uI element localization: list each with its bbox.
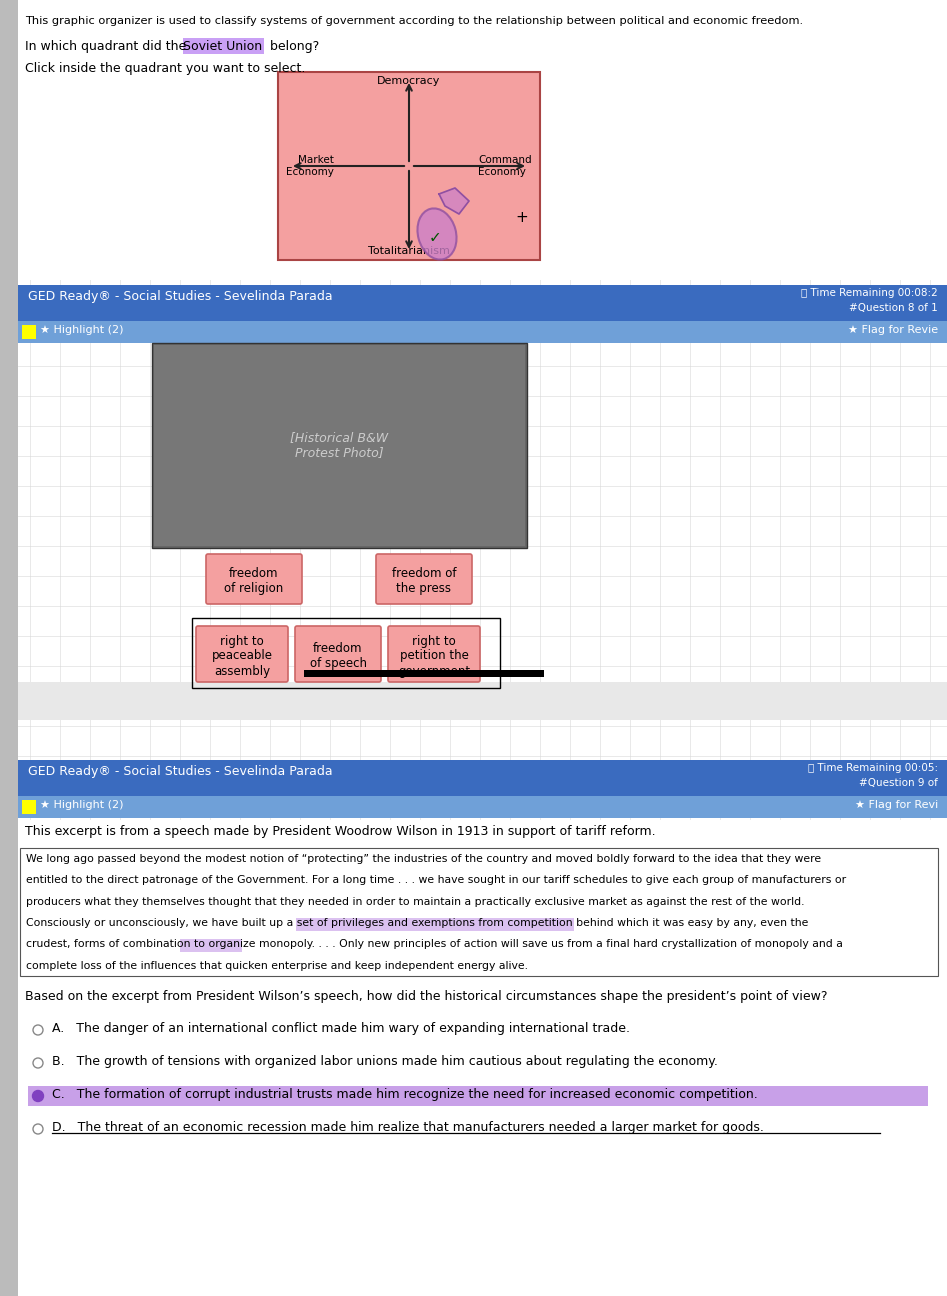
Bar bbox=[18, 0, 947, 280]
Text: D.   The threat of an economic recession made him realize that manufacturers nee: D. The threat of an economic recession m… bbox=[52, 1121, 764, 1134]
Text: Command
Economy: Command Economy bbox=[478, 156, 532, 176]
Text: GED Ready® - Social Studies - Sevelinda Parada: GED Ready® - Social Studies - Sevelinda … bbox=[28, 765, 332, 778]
Text: Market
Economy: Market Economy bbox=[286, 156, 334, 176]
Bar bbox=[0, 0, 18, 1296]
Text: [Historical B&W
Protest Photo]: [Historical B&W Protest Photo] bbox=[291, 432, 388, 460]
FancyBboxPatch shape bbox=[376, 553, 472, 604]
Text: Democracy: Democracy bbox=[377, 76, 440, 86]
Text: In which quadrant did the: In which quadrant did the bbox=[25, 40, 190, 53]
Bar bbox=[180, 940, 242, 953]
Circle shape bbox=[32, 1090, 44, 1102]
Bar bbox=[18, 796, 947, 818]
Text: freedom
of religion: freedom of religion bbox=[224, 568, 283, 595]
Bar bbox=[18, 682, 947, 721]
Bar bbox=[18, 321, 947, 343]
Text: C.   The formation of corrupt industrial trusts made him recognize the need for : C. The formation of corrupt industrial t… bbox=[52, 1089, 758, 1102]
FancyBboxPatch shape bbox=[196, 626, 288, 682]
Bar bbox=[278, 73, 540, 260]
FancyBboxPatch shape bbox=[206, 553, 302, 604]
Text: This excerpt is from a speech made by President Woodrow Wilson in 1913 in suppor: This excerpt is from a speech made by Pr… bbox=[25, 826, 655, 839]
Polygon shape bbox=[439, 188, 469, 214]
Text: belong?: belong? bbox=[266, 40, 319, 53]
Bar bbox=[304, 670, 544, 677]
Bar bbox=[152, 343, 527, 548]
Text: Based on the excerpt from President Wilson’s speech, how did the historical circ: Based on the excerpt from President Wils… bbox=[25, 990, 828, 1003]
Text: ★ Flag for Revi: ★ Flag for Revi bbox=[855, 800, 938, 810]
Ellipse shape bbox=[418, 209, 456, 259]
Text: We long ago passed beyond the modest notion of “protecting” the industries of th: We long ago passed beyond the modest not… bbox=[26, 854, 821, 864]
Text: ★ Highlight (2): ★ Highlight (2) bbox=[40, 800, 123, 810]
Text: ✓: ✓ bbox=[429, 231, 441, 245]
Bar bbox=[183, 38, 264, 54]
FancyBboxPatch shape bbox=[295, 626, 381, 682]
Text: #Question 9 of: #Question 9 of bbox=[859, 778, 938, 788]
Bar bbox=[22, 800, 36, 814]
Bar bbox=[192, 618, 500, 688]
Text: Soviet Union: Soviet Union bbox=[183, 40, 262, 53]
Text: ★ Highlight (2): ★ Highlight (2) bbox=[40, 325, 123, 334]
Text: entitled to the direct patronage of the Government. For a long time . . . we hav: entitled to the direct patronage of the … bbox=[26, 875, 846, 885]
Text: freedom
of speech: freedom of speech bbox=[310, 642, 366, 670]
Text: GED Ready® - Social Studies - Sevelinda Parada: GED Ready® - Social Studies - Sevelinda … bbox=[28, 290, 332, 303]
Bar bbox=[22, 325, 36, 340]
Bar bbox=[18, 820, 947, 1296]
Text: right to
petition the
government: right to petition the government bbox=[398, 635, 470, 678]
Bar bbox=[18, 285, 947, 321]
Bar bbox=[154, 345, 525, 546]
Text: This graphic organizer is used to classify systems of government according to th: This graphic organizer is used to classi… bbox=[25, 16, 803, 26]
Bar bbox=[296, 918, 574, 931]
Text: complete loss of the influences that quicken enterprise and keep independent ene: complete loss of the influences that qui… bbox=[26, 960, 528, 971]
Text: Consciously or unconsciously, we have built up a set of privileges and exemption: Consciously or unconsciously, we have bu… bbox=[26, 918, 809, 928]
Text: producers what they themselves thought that they needed in order to maintain a p: producers what they themselves thought t… bbox=[26, 897, 805, 907]
Bar bbox=[20, 848, 938, 976]
FancyBboxPatch shape bbox=[388, 626, 480, 682]
Text: ★ Flag for Revie: ★ Flag for Revie bbox=[848, 325, 938, 334]
Text: crudest, forms of combination to organize monopoly. . . . Only new principles of: crudest, forms of combination to organiz… bbox=[26, 940, 843, 950]
Text: B.   The growth of tensions with organized labor unions made him cautious about : B. The growth of tensions with organized… bbox=[52, 1055, 718, 1068]
Text: right to
peaceable
assembly: right to peaceable assembly bbox=[211, 635, 273, 678]
Text: freedom of
the press: freedom of the press bbox=[392, 568, 456, 595]
Text: ⓘ Time Remaining 00:08:2: ⓘ Time Remaining 00:08:2 bbox=[801, 288, 938, 298]
Bar bbox=[18, 759, 947, 796]
Text: A.   The danger of an international conflict made him wary of expanding internat: A. The danger of an international confli… bbox=[52, 1023, 630, 1036]
Text: ⓘ Time Remaining 00:05:: ⓘ Time Remaining 00:05: bbox=[808, 763, 938, 772]
Text: +: + bbox=[515, 210, 528, 226]
Text: Totalitarianism: Totalitarianism bbox=[368, 246, 450, 257]
Text: Click inside the quadrant you want to select.: Click inside the quadrant you want to se… bbox=[25, 62, 305, 75]
Text: #Question 8 of 1: #Question 8 of 1 bbox=[849, 303, 938, 314]
Bar bbox=[28, 1086, 928, 1105]
